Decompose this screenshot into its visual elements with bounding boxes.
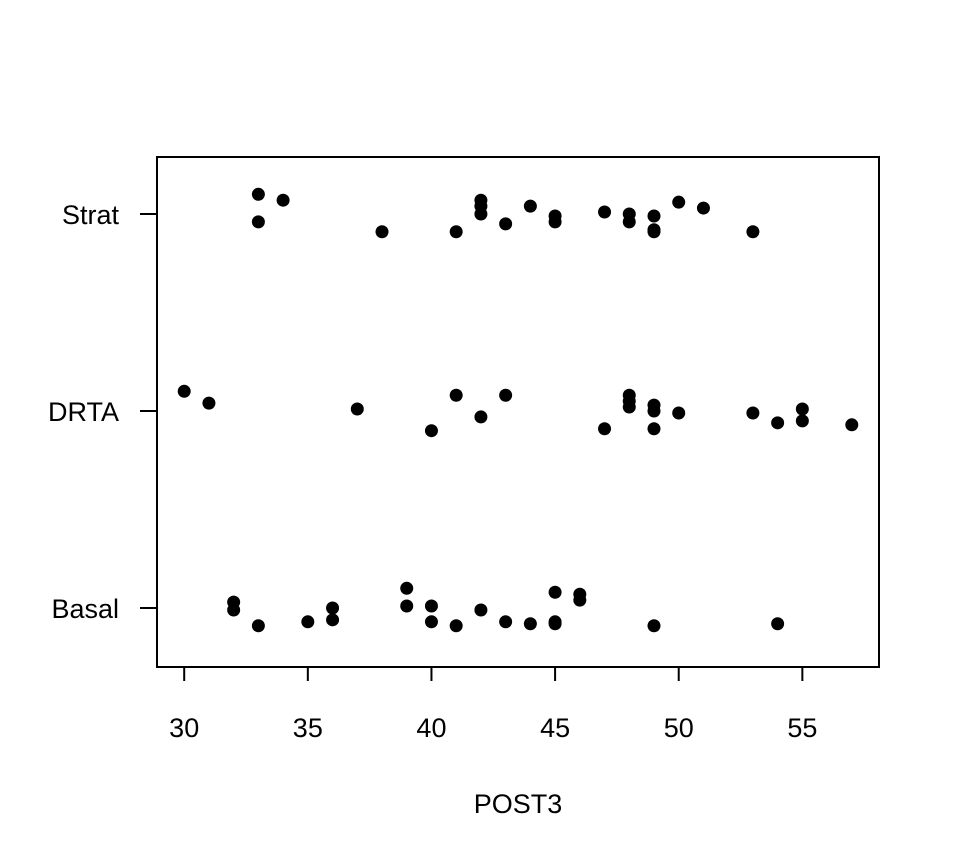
data-point-basal <box>301 615 315 629</box>
data-point-basal <box>251 619 265 633</box>
data-point-strat <box>746 225 760 239</box>
data-point-strat <box>375 225 389 239</box>
data-point-strat <box>672 195 686 209</box>
data-point-drta <box>598 422 612 436</box>
data-point-basal <box>400 581 414 595</box>
x-tick-label: 55 <box>787 713 817 743</box>
data-point-basal <box>227 603 241 617</box>
data-point-drta <box>424 424 438 438</box>
data-point-basal <box>548 617 562 631</box>
data-point-basal <box>573 593 587 607</box>
data-point-strat <box>449 225 463 239</box>
data-point-basal <box>499 615 513 629</box>
y-axis: Basal DRTA Strat <box>48 200 157 624</box>
x-tick-label: 30 <box>169 713 199 743</box>
data-point-drta <box>350 402 364 416</box>
data-point-drta <box>795 414 809 428</box>
x-tick-label: 50 <box>664 713 694 743</box>
data-point-strat <box>548 215 562 229</box>
data-point-strat <box>251 215 265 229</box>
data-point-basal <box>424 615 438 629</box>
data-point-drta <box>499 388 513 402</box>
data-point-drta <box>746 406 760 420</box>
data-point-strat <box>696 201 710 215</box>
x-tick-label: 40 <box>416 713 446 743</box>
data-point-strat <box>647 209 661 223</box>
data-point-basal <box>424 599 438 613</box>
data-point-drta <box>771 416 785 430</box>
y-tick-label: DRTA <box>48 397 119 427</box>
data-point-strat <box>499 217 513 231</box>
data-point-basal <box>647 619 661 633</box>
data-point-drta <box>449 388 463 402</box>
data-point-basal <box>474 603 488 617</box>
data-points <box>177 187 859 633</box>
data-point-drta <box>202 396 216 410</box>
data-point-strat <box>474 207 488 221</box>
y-tick-label: Strat <box>62 200 120 230</box>
data-point-drta <box>647 422 661 436</box>
data-point-drta <box>177 384 191 398</box>
data-point-basal <box>523 617 537 631</box>
data-point-basal <box>449 619 463 633</box>
data-point-drta <box>845 418 859 432</box>
x-tick-label: 35 <box>293 713 323 743</box>
data-point-drta <box>672 406 686 420</box>
x-axis-title: POST3 <box>474 789 563 819</box>
data-point-strat <box>647 225 661 239</box>
data-point-strat <box>622 215 636 229</box>
x-tick-label: 45 <box>540 713 570 743</box>
data-point-basal <box>400 599 414 613</box>
x-axis: 30 35 40 45 50 55 <box>169 667 817 743</box>
data-point-strat <box>523 199 537 213</box>
data-point-strat <box>276 193 290 207</box>
data-point-basal <box>326 601 340 615</box>
data-point-drta <box>795 402 809 416</box>
data-point-strat <box>251 187 265 201</box>
y-tick-label: Basal <box>51 594 119 624</box>
data-point-drta <box>474 410 488 424</box>
data-point-drta <box>622 400 636 414</box>
data-point-drta <box>647 404 661 418</box>
data-point-basal <box>771 617 785 631</box>
data-point-basal <box>548 585 562 599</box>
data-point-strat <box>598 205 612 219</box>
data-point-basal <box>326 613 340 627</box>
plot-frame <box>156 156 880 668</box>
